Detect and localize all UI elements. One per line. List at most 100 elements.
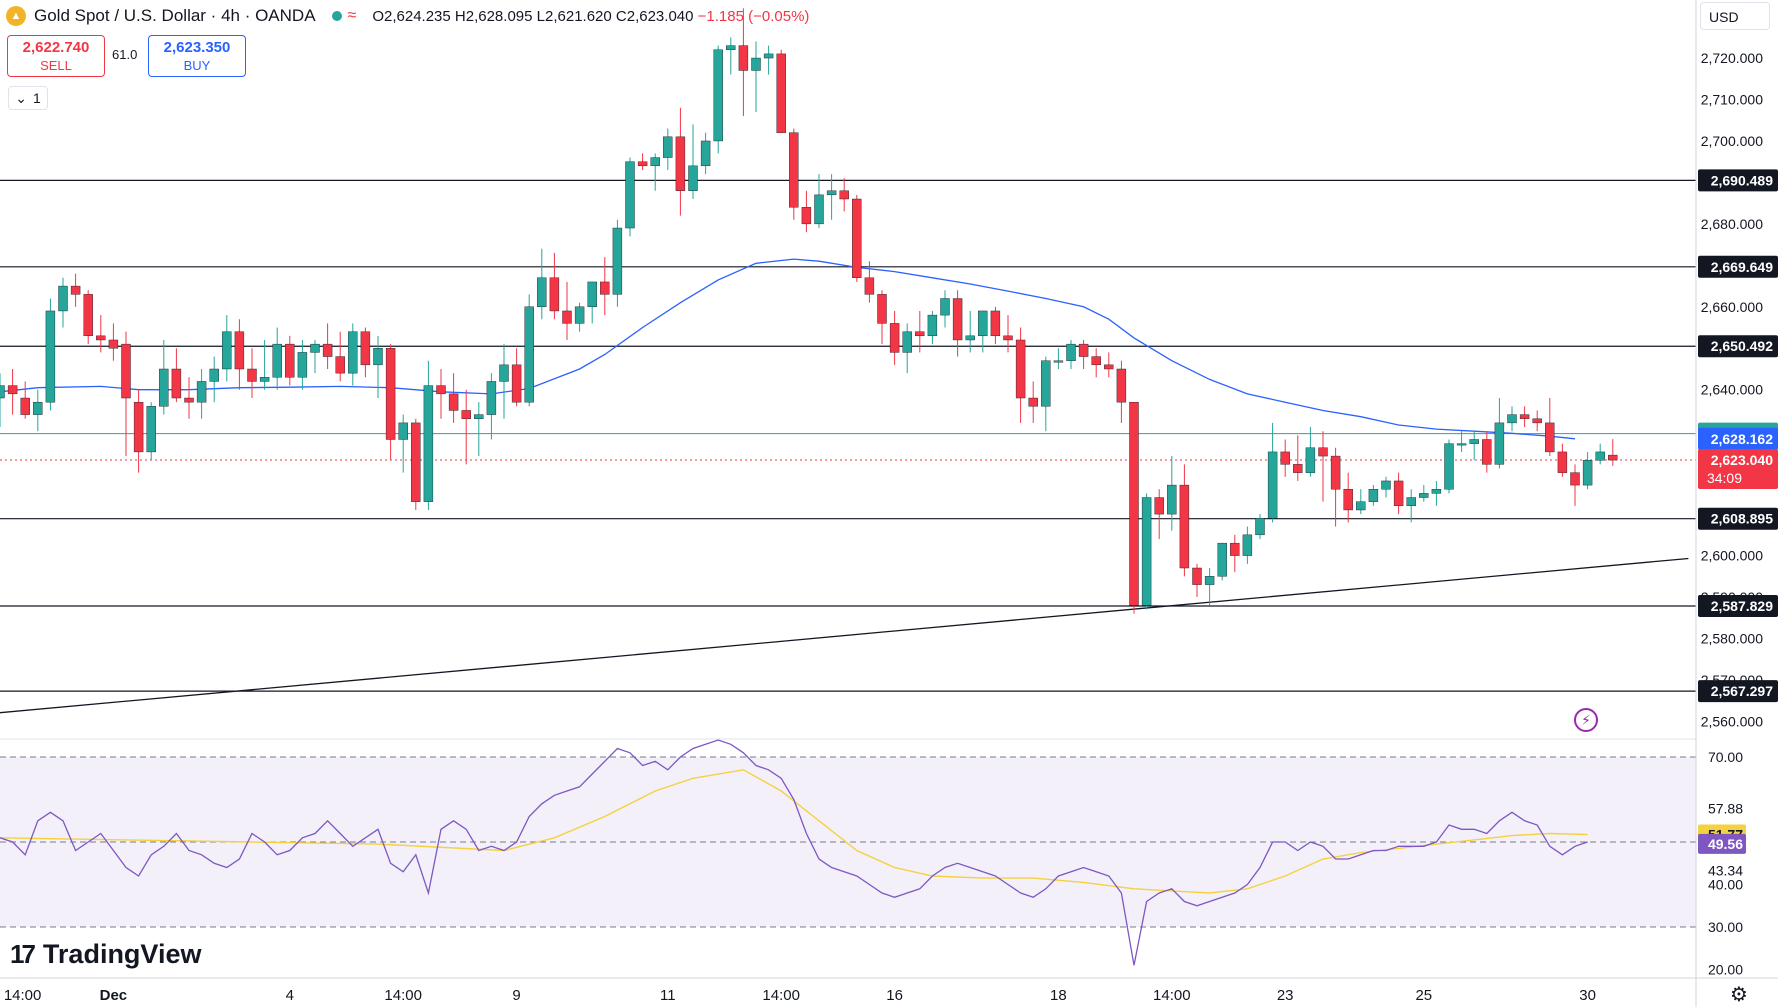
candle-body — [448, 393, 459, 411]
time-tick-label: 16 — [886, 987, 903, 1004]
candle-body — [1570, 472, 1580, 486]
tv-mark-icon: 17 — [10, 939, 36, 969]
time-tick-label: 14:00 — [4, 987, 42, 1004]
candle-body — [1482, 439, 1492, 465]
candle-body — [1356, 501, 1366, 511]
time-tick-label: Dec — [100, 987, 128, 1004]
close-value: C2,623.040 — [615, 7, 694, 25]
candle-body — [1242, 534, 1253, 556]
candle-body — [1406, 497, 1416, 507]
candle-body — [511, 364, 522, 403]
time-tick-label: 18 — [1050, 987, 1067, 1004]
candle-body — [839, 190, 849, 200]
candle-body — [411, 422, 421, 502]
candle-body — [486, 381, 497, 415]
candle-body — [259, 377, 270, 382]
settings-gear-icon[interactable]: ⚙ — [1730, 984, 1748, 1006]
sell-button[interactable]: 2,622.740 SELL — [7, 35, 105, 77]
candle-body — [1116, 368, 1127, 403]
candle-body — [133, 401, 144, 453]
candle-body — [0, 385, 5, 399]
candle-body — [1015, 339, 1026, 399]
symbol-legend[interactable]: ▲ Gold Spot / U.S. Dollar · 4h · OANDA ≈… — [6, 4, 809, 28]
candle-body — [625, 161, 635, 229]
candle-body — [751, 57, 761, 71]
price-tick-label: 2,660.000 — [1701, 299, 1763, 315]
candle-body — [889, 323, 900, 353]
gold-coin-icon: ▲ — [6, 6, 26, 26]
candle-body — [814, 194, 824, 225]
candle-body — [1444, 443, 1454, 490]
price-tick-label: 2,700.000 — [1701, 133, 1763, 149]
candle-body — [1192, 567, 1202, 585]
time-tick-label: 23 — [1277, 987, 1294, 1004]
buy-button[interactable]: 2,623.350 BUY — [148, 35, 246, 77]
level-badge-bg — [1698, 507, 1778, 530]
sell-label: SELL — [40, 58, 72, 73]
level-badge-bg — [1698, 255, 1778, 278]
candle-body — [45, 310, 56, 403]
time-tick-label: 25 — [1415, 987, 1432, 1004]
candle-body — [1330, 455, 1341, 490]
candle-body — [1053, 360, 1064, 363]
candle-body — [990, 310, 1001, 337]
candle-body — [1179, 484, 1190, 569]
candle-body — [1519, 414, 1530, 419]
buy-price: 2,623.350 — [163, 39, 231, 56]
candle-body — [1456, 443, 1467, 446]
candle-body — [58, 285, 68, 312]
candle-body — [776, 53, 786, 133]
candle-body — [1217, 542, 1227, 577]
candle-body — [801, 207, 812, 225]
lightning-alert-icon[interactable]: ⚡ — [1574, 708, 1598, 732]
candle-body — [20, 397, 30, 415]
low-value: L2,621.620 — [536, 7, 612, 25]
candle-body — [310, 343, 320, 353]
candle-body — [423, 385, 434, 502]
price-tick-label: 2,580.000 — [1701, 630, 1763, 646]
candle-body — [650, 157, 660, 167]
level-badge: 2,690.489 — [1711, 172, 1773, 188]
price-tick-label: 2,640.000 — [1701, 382, 1763, 398]
level-badge-bg — [1698, 595, 1778, 618]
candle-body — [675, 136, 686, 191]
candle-body — [1091, 356, 1101, 366]
candle-body — [940, 298, 950, 316]
candle-body — [234, 331, 245, 370]
candle-body — [461, 410, 471, 419]
countdown-label: 34:09 — [1707, 470, 1742, 486]
candle-body — [96, 335, 106, 341]
candle-body — [1293, 464, 1303, 473]
candle-body — [348, 331, 358, 374]
candle-body — [1381, 480, 1391, 490]
candle-body — [171, 368, 182, 399]
candle-body — [1230, 542, 1240, 556]
candle-body — [1393, 480, 1404, 507]
lot-size-dropdown[interactable]: ⌄ 1 — [8, 86, 48, 110]
price-tick-label: 2,720.000 — [1701, 50, 1763, 66]
level-badge-bg — [1698, 335, 1778, 358]
candle-body — [373, 348, 383, 366]
candle-body — [663, 136, 673, 158]
currency-selector[interactable]: USD — [1700, 2, 1770, 30]
candle-body — [574, 306, 585, 324]
candle-body — [587, 281, 597, 308]
candle-body — [1204, 576, 1215, 585]
chevron-down-icon: ⌄ — [15, 89, 27, 106]
last-price-badge: 2,623.040 — [1711, 452, 1773, 468]
candle-body — [247, 368, 257, 382]
candle-body — [1318, 447, 1328, 457]
lot-size-value: 1 — [32, 90, 41, 106]
candle-body — [499, 364, 509, 382]
candle-body — [927, 314, 938, 337]
candle-body — [1141, 497, 1152, 606]
spread-value: 61.0 — [112, 47, 138, 62]
high-value: H2,628.095 — [454, 7, 533, 25]
time-tick-label: 14:00 — [384, 987, 422, 1004]
rsi-tick-label: 30.00 — [1708, 919, 1743, 935]
rsi-tick-label: 57.88 — [1708, 801, 1743, 817]
time-tick-label: 14:00 — [762, 987, 800, 1004]
candle-body — [398, 422, 408, 440]
candle-body — [1343, 489, 1353, 511]
level-badge-bg — [1698, 169, 1778, 192]
